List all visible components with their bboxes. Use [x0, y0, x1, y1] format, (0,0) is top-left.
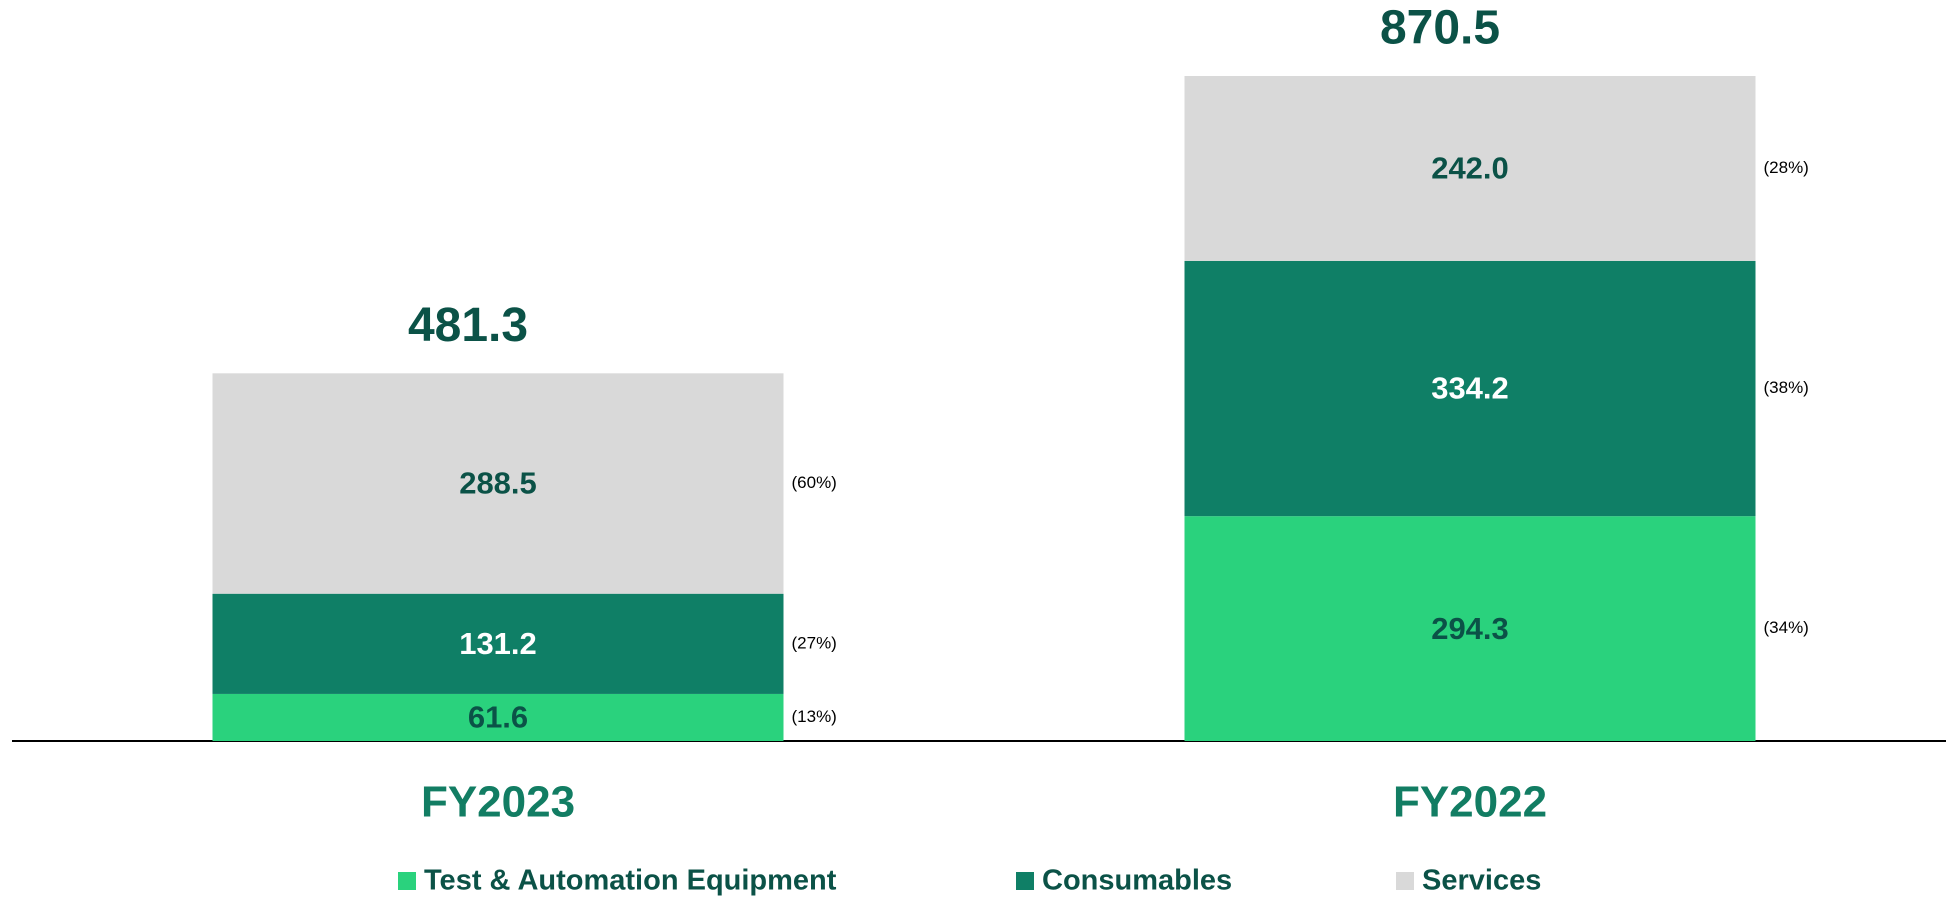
total-label: 481.3 [408, 299, 528, 352]
segment-label: 131.2 [459, 626, 537, 661]
legend-label: Consumables [1042, 865, 1232, 897]
legend-label: Services [1422, 865, 1541, 897]
bar-segment [1184, 260, 1756, 517]
share-label: (27%) [792, 633, 837, 652]
legend-swatch [1016, 872, 1034, 890]
share-label: (34%) [1764, 618, 1809, 637]
share-label: (38%) [1764, 378, 1809, 397]
share-label: (13%) [792, 707, 837, 726]
legend-label: Test & Automation Equipment [424, 865, 837, 897]
segment-label: 61.6 [468, 700, 528, 735]
bar-segment [1184, 76, 1756, 261]
bar-segment [1184, 516, 1756, 741]
bar-segment [212, 373, 784, 594]
segment-label: 334.2 [1431, 371, 1509, 406]
segment-label: 242.0 [1431, 151, 1509, 186]
legend-swatch [1396, 872, 1414, 890]
share-label: (28%) [1764, 158, 1809, 177]
category-label: FY2022 [1393, 778, 1547, 827]
legend-swatch [398, 872, 416, 890]
total-label: 870.5 [1380, 2, 1500, 55]
segment-label: 288.5 [459, 466, 537, 501]
bar-segment [212, 593, 784, 694]
bar-segment [212, 693, 784, 741]
segment-label: 294.3 [1431, 611, 1509, 646]
share-label: (60%) [792, 473, 837, 492]
category-label: FY2023 [421, 778, 575, 827]
